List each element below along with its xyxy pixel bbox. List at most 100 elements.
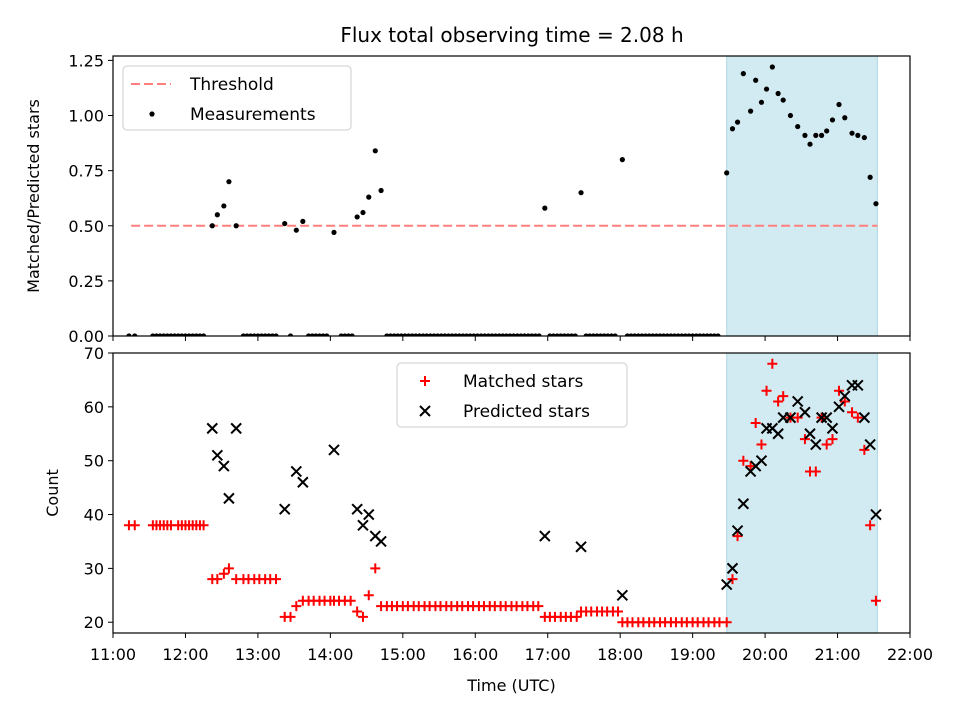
measurement-point [209, 223, 215, 229]
x-tick-label: 14:00 [307, 645, 353, 664]
matched-star-marker [821, 439, 832, 450]
predicted-star-marker [230, 422, 242, 435]
matched-star-marker [761, 385, 772, 396]
predicted-star-marker [575, 541, 587, 553]
predicted-star-marker [858, 411, 871, 424]
y-axis-label: Count [43, 469, 62, 517]
legend-matched-label: Matched stars [463, 372, 583, 392]
measurement-point [824, 128, 830, 134]
predicted-star-marker [731, 524, 744, 537]
measurement-point [758, 99, 765, 105]
predicted-star-marker [815, 411, 828, 424]
matched-star-marker [756, 439, 767, 450]
measurement-point [748, 108, 754, 114]
legend: Matched stars Predicted stars [396, 362, 628, 428]
matched-star-marker [839, 396, 850, 407]
x-tick-label: 21:00 [814, 645, 860, 664]
y-tick-label: 60 [84, 398, 104, 417]
measurement-point [542, 205, 548, 211]
legend-predicted-swatch [419, 405, 431, 417]
axes-frame [112, 55, 911, 337]
predicted-star-marker [852, 379, 864, 392]
x-tick-label: 17:00 [525, 645, 571, 664]
measurement-point [126, 333, 132, 336]
predicted-star-marker [755, 454, 768, 467]
measurement-point [867, 174, 873, 180]
legend-matched-swatch [420, 376, 430, 386]
predicted-star-marker [726, 562, 739, 575]
y-tick-label: 70 [84, 344, 104, 363]
matched-star-marker [198, 520, 209, 531]
measurement-point [132, 333, 138, 336]
x-tick-label: 22:00 [887, 645, 933, 664]
matched-star-marker [773, 396, 784, 407]
y-tick-label: 0.25 [68, 272, 104, 291]
measurement-point [572, 333, 578, 336]
measurement-point [807, 141, 813, 147]
measurement-point [836, 101, 842, 108]
legend-predicted-label: Predicted stars [463, 402, 590, 422]
measurement-point [578, 190, 584, 196]
y-tick-label: 1.00 [68, 107, 104, 126]
matched-star-marker [852, 412, 863, 423]
matched-star-marker [212, 574, 223, 585]
matched-star-marker [833, 385, 844, 396]
matched-star-marker [363, 590, 374, 601]
legend: Threshold Measurements [122, 65, 352, 131]
measurement-point [360, 209, 366, 216]
measurement-point [813, 132, 819, 138]
measurement-point [775, 90, 781, 97]
predicted-star-marker [870, 508, 882, 521]
matched-star-marker [291, 601, 302, 612]
measurement-point [214, 212, 220, 218]
predicted-star-marker [357, 519, 369, 532]
x-tick-label: 11:00 [90, 645, 136, 664]
measurement-point [324, 333, 330, 336]
matched-star-marker [223, 563, 234, 574]
matched-star-marker [767, 358, 778, 369]
predicted-star-marker [363, 508, 375, 521]
chart-title: Flux total observing time = 2.08 h [340, 23, 683, 47]
matched-star-marker [271, 574, 282, 585]
top-panel: 0.00 0.25 0.50 0.75 1.00 1.25 Matched/Predicte… [24, 51, 911, 346]
measurement-point [612, 333, 618, 336]
measurement-point [769, 64, 775, 70]
matched-star-marker [727, 574, 738, 585]
measurement-point [715, 333, 721, 336]
predicted-star-marker [784, 411, 797, 424]
matched-star-marker [799, 434, 810, 445]
measurement-point [536, 333, 542, 336]
predicted-star-marker [720, 578, 733, 591]
matched-star-marker [533, 601, 544, 612]
measurement-point [861, 134, 867, 141]
x-axis-label: Time (UTC) [466, 676, 555, 695]
measurement-point [753, 77, 759, 83]
legend-measurement-swatch [149, 111, 155, 117]
measurement-point [372, 148, 378, 154]
matched-star-marker [847, 407, 858, 418]
x-tick-label: 13:00 [235, 645, 281, 664]
predicted-star-marker [737, 498, 750, 510]
predicted-star-marker [539, 530, 551, 542]
x-tick-label: 18:00 [597, 645, 643, 664]
plot-area [123, 358, 882, 628]
measurement-point [855, 132, 861, 138]
predicted-star-marker [810, 438, 822, 451]
bottom-panel: 20 30 40 50 60 70 11:00 12:00 13:00 14:00 15:00 16:… [43, 344, 933, 695]
measurement-point [200, 333, 207, 336]
y-tick-label: 20 [84, 613, 104, 632]
measurement-point [349, 333, 355, 336]
predicted-star-marker [804, 428, 816, 440]
predicted-star-marker [211, 449, 224, 462]
plot-area [126, 64, 879, 336]
measurement-point [273, 333, 279, 336]
x-tick-label: 20:00 [742, 645, 788, 664]
axes-frame [112, 352, 911, 634]
predicted-star-marker [279, 503, 291, 515]
matched-star-marker [792, 412, 803, 423]
measurement-point [282, 220, 288, 227]
predicted-star-marker [820, 411, 833, 424]
y-tick-label: 1.25 [68, 51, 104, 70]
matched-star-marker [738, 455, 749, 466]
legend-box [396, 362, 628, 428]
